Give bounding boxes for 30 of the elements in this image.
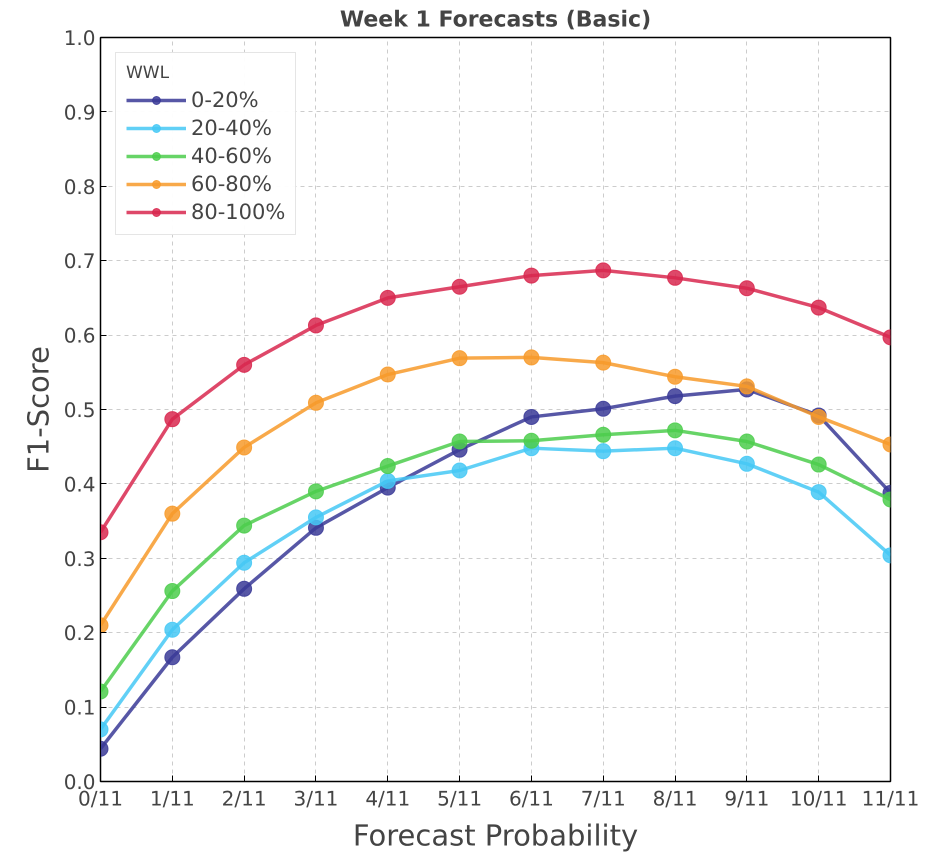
chart-title: Week 1 Forecasts (Basic) (340, 8, 652, 32)
x-tick-label: 7/11 (580, 786, 626, 810)
x-axis-title: Forecast Probability (352, 818, 638, 852)
x-tick-label: 8/11 (652, 786, 698, 810)
y-tick-label: 0.8 (64, 174, 96, 199)
x-tick-label: 2/11 (222, 786, 267, 810)
x-tick-label: 4/11 (365, 786, 410, 810)
legend-label: 20-40% (191, 116, 272, 140)
y-tick-label: 0.1 (64, 696, 96, 720)
x-tick-label: 9/11 (724, 786, 770, 810)
x-tick-label: 11/11 (862, 786, 920, 810)
y-axis-title: F1-Score (22, 346, 56, 473)
x-tick-label: 10/11 (790, 786, 848, 810)
x-tick-label: 5/11 (437, 786, 482, 810)
legend-label: 80-100% (191, 200, 286, 224)
legend-label: 0-20% (191, 88, 259, 112)
y-tick-label: 0.6 (64, 324, 96, 348)
x-tick-label: 3/11 (294, 786, 338, 810)
y-tick-label: 0.7 (64, 249, 96, 274)
legend-label: 40-60% (191, 144, 272, 168)
y-tick-label: 0.3 (64, 546, 96, 571)
x-tick-label: 6/11 (508, 786, 554, 810)
y-tick-label: 0.5 (64, 398, 96, 422)
legend-title: WWL (126, 63, 170, 83)
y-tick-label: 0.9 (64, 100, 96, 124)
legend-label: 60-80% (191, 172, 272, 196)
y-tick-label: 1.0 (64, 26, 96, 50)
x-tick-label: 1/11 (150, 786, 195, 810)
y-tick-label: 0.2 (64, 621, 96, 646)
y-tick-label: 0.4 (64, 472, 96, 496)
